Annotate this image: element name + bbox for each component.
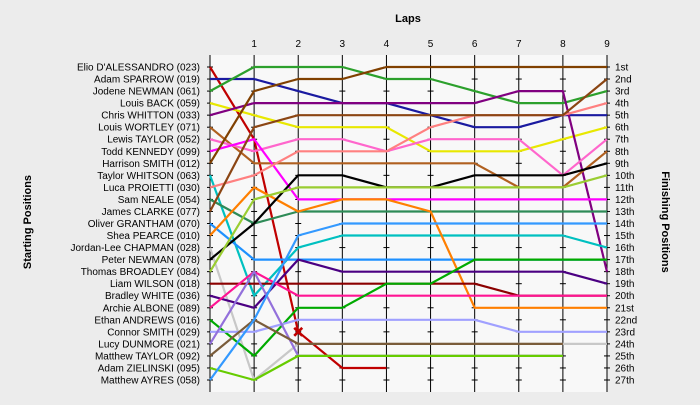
finishing-position-label: 13th — [615, 207, 634, 218]
retired-x-marker — [293, 326, 304, 337]
finishing-position-label: 9th — [615, 159, 629, 170]
starting-position-label: Sam NEALE (054) — [118, 195, 200, 206]
finishing-position-label: 15th — [615, 231, 634, 242]
starting-position-label: Chris WHITTON (033) — [101, 111, 200, 122]
starting-position-label: Louis WORTLEY (071) — [98, 123, 200, 134]
finishing-position-label: 10th — [615, 171, 634, 182]
starting-position-label: Connor SMITH (029) — [107, 327, 200, 338]
series-line — [209, 270, 607, 309]
starting-position-label: Shea PEARCE (010) — [107, 231, 200, 242]
starting-position-label: Elio D'ALESSANDRO (023) — [77, 63, 200, 74]
series-line — [209, 222, 607, 381]
finishing-position-label: 19th — [615, 279, 634, 290]
finishing-position-label: 23rd — [615, 327, 635, 338]
x-tick-label: 3 — [340, 39, 346, 50]
series-line — [209, 198, 607, 225]
finishing-position-label: 14th — [615, 219, 634, 230]
starting-position-label: Todd KENNEDY (099) — [101, 147, 200, 158]
starting-position-label: Jodene NEWMAN (061) — [93, 87, 200, 98]
finishing-position-label: 27th — [615, 376, 634, 387]
series-line — [209, 318, 563, 357]
starting-position-label: Liam WILSON (018) — [110, 279, 200, 290]
x-tick-label: 1 — [251, 39, 257, 50]
labels: 1 2 3 4 5 6 7 8 9 Elio D'ALESSANDRO (023)Adam SPA… — [71, 39, 638, 387]
x-axis-title: Laps — [395, 13, 421, 25]
starting-position-label: Matthew TAYLOR (092) — [95, 351, 200, 362]
starting-position-label: Harrison SMITH (012) — [102, 159, 200, 170]
starting-position-label: Taylor WHITSON (063) — [97, 171, 200, 182]
starting-position-label: Adam ZIELINSKI (095) — [98, 363, 200, 374]
finishing-position-label: 1st — [615, 63, 629, 74]
finishing-position-label: 12th — [615, 195, 634, 206]
series-line — [209, 174, 608, 273]
finishing-position-label: 6th — [615, 123, 629, 134]
finishing-position-label: 18th — [615, 267, 634, 278]
series-line — [209, 354, 563, 382]
annotations — [293, 326, 304, 337]
x-tick-label: 9 — [604, 39, 610, 50]
starting-position-label: Archie ALBONE (089) — [103, 303, 200, 314]
finishing-position-label: 3rd — [615, 87, 629, 98]
x-tick-label: 2 — [295, 39, 301, 50]
finishing-position-label: 26th — [615, 363, 634, 374]
finishing-position-label: 24th — [615, 339, 634, 350]
series-lines — [208, 65, 609, 382]
x-tick-label: 6 — [472, 39, 478, 50]
series-line — [209, 89, 609, 272]
starting-position-label: Ethan ANDREWS (016) — [94, 315, 200, 326]
starting-position-label: Lewis TAYLOR (052) — [107, 135, 200, 146]
x-tick-label: 4 — [384, 39, 390, 50]
starting-position-label: Bradley WHITE (036) — [105, 291, 200, 302]
starting-position-label: Peter NEWMAN (078) — [102, 255, 200, 266]
series-line — [208, 174, 608, 297]
finishing-position-label: 5th — [615, 111, 629, 122]
finishing-position-label: 17th — [615, 255, 634, 266]
finishing-position-label: 22nd — [615, 315, 637, 326]
y2-axis-title: Finishing Positions — [659, 171, 671, 272]
starting-position-label: James CLARKE (077) — [102, 207, 200, 218]
x-tick-label: 8 — [560, 39, 566, 50]
series-line — [210, 318, 607, 333]
finishing-position-label: 16th — [615, 243, 634, 254]
starting-position-label: Louis BACK (059) — [120, 99, 200, 110]
starting-position-label: Adam SPARROW (019) — [94, 75, 200, 86]
y-axis-title: Starting Positions — [22, 175, 34, 269]
finishing-position-label: 7th — [615, 135, 629, 146]
series-line — [209, 138, 608, 177]
finishing-position-label: 2nd — [615, 75, 632, 86]
series-line — [209, 78, 608, 213]
series-line — [209, 65, 608, 105]
finishing-position-label: 21st — [615, 303, 634, 314]
finishing-position-label: 8th — [615, 147, 629, 158]
starting-position-label: Matthew AYRES (058) — [101, 376, 200, 387]
starting-position-label: Luca PROIETTI (030) — [103, 183, 200, 194]
series-line — [209, 138, 607, 201]
finishing-position-label: 4th — [615, 99, 629, 110]
x-tick-label: 7 — [516, 39, 522, 50]
starting-position-label: Lucy DUNMORE (021) — [98, 339, 200, 350]
starting-position-label: Jordan-Lee CHAPMAN (028) — [71, 243, 201, 254]
starting-position-label: Thomas BROADLEY (084) — [81, 267, 200, 278]
finishing-position-label: 11th — [615, 183, 634, 194]
x-tick-label: 5 — [428, 39, 434, 50]
finishing-position-label: 25th — [615, 351, 634, 362]
series-line — [209, 65, 607, 164]
starting-position-label: Oliver GRANTHAM (070) — [88, 219, 200, 230]
finishing-position-label: 20th — [615, 291, 634, 302]
